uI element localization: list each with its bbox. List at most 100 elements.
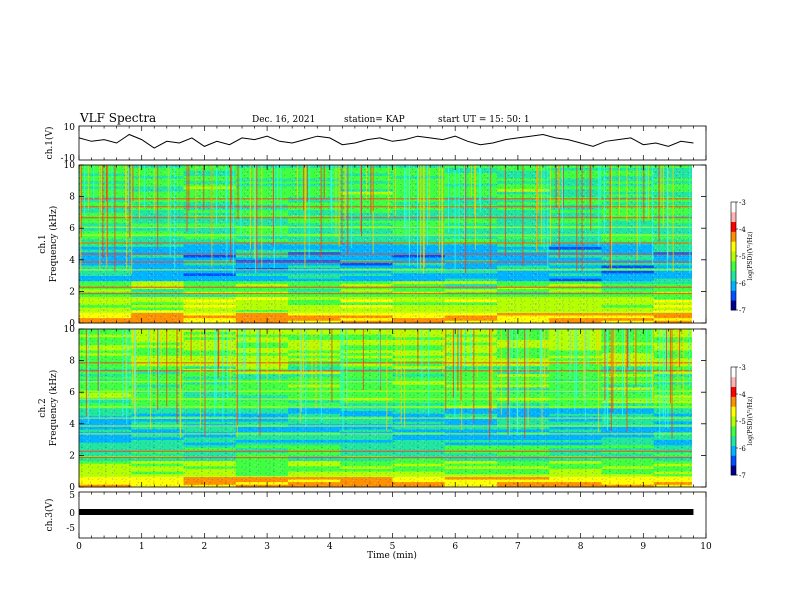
spec2-group-sferic (662, 329, 664, 419)
ch2-panel-label: ch.2 (38, 398, 48, 417)
spec2-group-hline (79, 381, 706, 383)
spec1-group-sferic (225, 165, 227, 222)
spec2-group-sferic (421, 329, 423, 384)
spec2-group-sferic (626, 329, 628, 432)
spec2-group-sferic (346, 329, 348, 401)
spec2-group-sferic (256, 329, 258, 383)
cbar1-swatch (731, 280, 736, 291)
spec1-group-hline (79, 234, 706, 236)
cbar1-tick-label: -5 (739, 253, 746, 261)
spec1-group-sferic (643, 165, 645, 223)
ch3-ytick-bottom: -5 (66, 524, 75, 534)
spec1-group-sferic (87, 165, 89, 211)
spec2-group-sferic (176, 329, 178, 424)
spec1-group-sferic (647, 165, 649, 220)
spec1-group-sferic (250, 165, 251, 249)
spec2-group-sferic (417, 329, 419, 367)
spec2-group-sferic (569, 329, 571, 380)
spec2-group-sferic (604, 329, 606, 401)
spec2-group-sferic (664, 329, 666, 428)
spec1-group-sferic (504, 165, 506, 257)
spec1-group-hline (79, 253, 706, 255)
spec1-group-sferic (609, 165, 611, 270)
cbar2-tick-label: -7 (739, 472, 746, 480)
spec2-group-sferic (544, 329, 546, 389)
cbar1-label: log(PSD)(V²/Hz) (747, 232, 754, 281)
spec2-group-sferic (148, 329, 149, 401)
spec1-group-sferic (232, 165, 234, 276)
spec2-group-sferic (386, 329, 388, 431)
spec1-group-sferic (335, 165, 337, 237)
spec2-group-sferic (610, 329, 612, 432)
spec2-group-sferic (541, 329, 543, 433)
spec1-group-sferic (306, 165, 308, 202)
spec2-group-hline (79, 370, 706, 372)
spec2-group-sferic (624, 329, 625, 396)
spec1-group-sferic (360, 165, 362, 232)
spec2-group-hline (79, 425, 706, 427)
spec2-group-sferic (525, 329, 527, 374)
ch1-freq-tick-label: 4 (69, 256, 75, 266)
spec2-group-sferic (236, 329, 238, 426)
spec2-group-sferic (396, 329, 398, 383)
spec2-group-sferic (634, 329, 636, 373)
spec1-group-sferic (106, 165, 108, 257)
spec1-group-sferic (131, 165, 133, 275)
spec2-group-sferic (125, 329, 127, 398)
spec1-group-sferic (132, 165, 134, 202)
cbar1-swatch (731, 211, 736, 223)
spec1-group-sferic (305, 165, 307, 221)
spec2-group-sferic (491, 329, 493, 411)
spec1-group-sferic (474, 165, 476, 250)
spec2-group-sferic (635, 329, 637, 387)
cbar1-tick-label: -4 (739, 226, 746, 234)
spec2-group-sferic (667, 329, 669, 429)
ch1-freq-tick-label: 6 (69, 224, 75, 234)
spec1-group-sferic (426, 165, 428, 246)
spec2-group-sferic (489, 329, 491, 440)
time-tick-label: 3 (264, 542, 270, 552)
spec1-group-hline (79, 217, 706, 219)
spec1-group-sferic (423, 165, 425, 268)
spec2-group-sferic (490, 329, 492, 392)
spec2-group-sferic (516, 329, 518, 436)
spec1-group-sferic (463, 165, 465, 238)
spec1-group-sferic (439, 165, 440, 253)
cbar1-swatch (731, 251, 736, 262)
spec2-group-sferic (320, 329, 322, 423)
spec2-group-sferic (509, 329, 511, 436)
ch2-freq-ticks: 0 2 4 6 8 10 (64, 325, 706, 493)
spec1-group-sferic (387, 165, 389, 219)
spec2-group-sferic (583, 329, 585, 396)
cbar1-swatch (731, 290, 736, 301)
spec1-group-sferic (240, 165, 242, 237)
time-tick-label: 6 (452, 542, 458, 552)
spec1-group-sferic (405, 165, 407, 238)
spec1-group-sferic (404, 165, 405, 230)
spec2-group-hline (79, 433, 706, 435)
cbar2-swatch (731, 445, 736, 456)
spec1-group-sferic (261, 165, 263, 268)
cbar1-swatch (731, 300, 736, 311)
spec2-group-sferic (540, 329, 542, 364)
ch2-freq-tick-label: 6 (69, 388, 75, 398)
spec1-group-hline (79, 261, 706, 263)
spec2-group-hline (79, 450, 706, 452)
spec1-group-sferic (83, 165, 85, 216)
spec2-group-hline (79, 362, 706, 364)
spec2-group-sferic (622, 329, 623, 416)
spec1-group-sferic (479, 165, 481, 212)
cbar2-tick-label: -4 (739, 391, 746, 399)
spec2-group-sferic (650, 329, 652, 404)
station-label: station= KAP (344, 115, 405, 125)
spec1-group-sferic (304, 165, 306, 268)
cbar2-swatch (731, 435, 736, 446)
ch2-freq-ylabel: Frequency (kHz) (48, 370, 59, 447)
spec1-group-sferic (344, 165, 346, 220)
spec2-group-sferic (158, 329, 160, 390)
cbar2-swatch (731, 386, 736, 397)
spec1-group-sferic (639, 165, 641, 247)
ch1-freq-tick-label: 2 (69, 287, 75, 297)
ch1-ylabel: ch.1(V) (44, 127, 55, 160)
